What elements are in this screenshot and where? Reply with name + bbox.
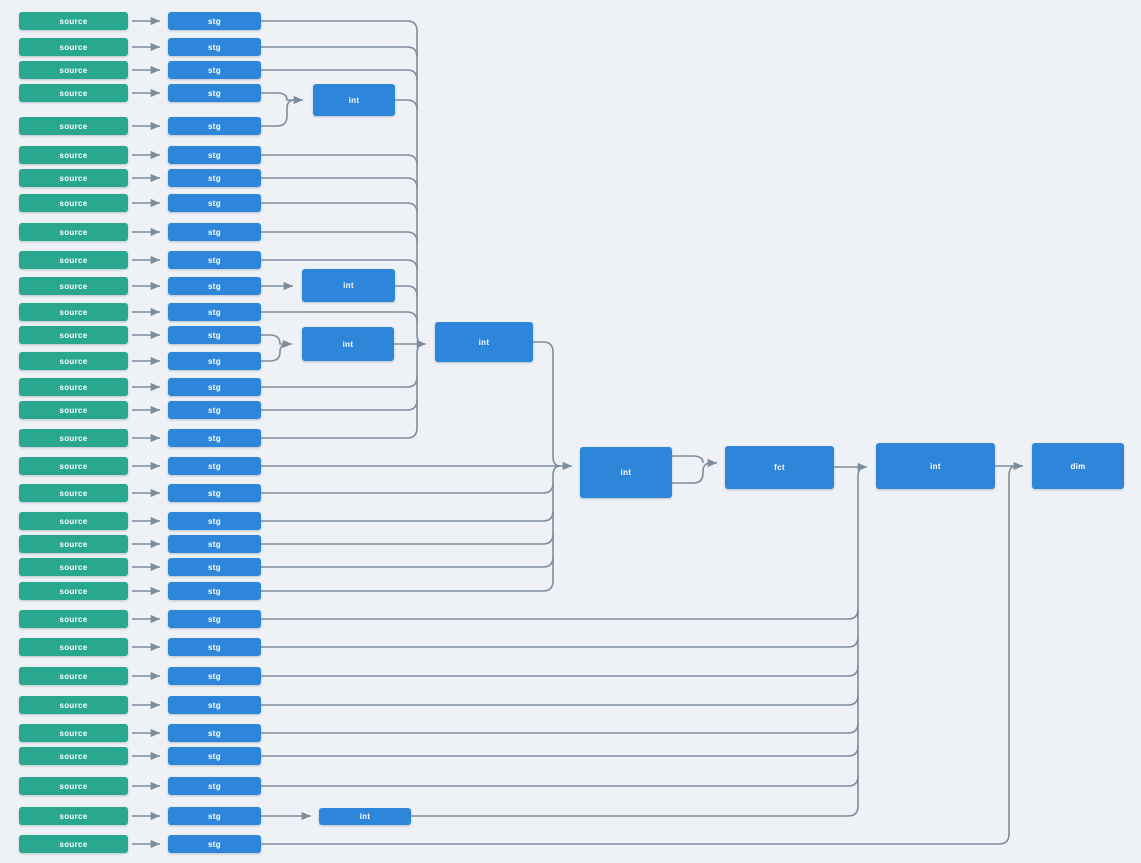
node-src-28[interactable]: source	[19, 724, 128, 742]
node-src-27[interactable]: source	[19, 696, 128, 714]
node-stg-20[interactable]: stg	[168, 512, 261, 530]
edge-int-top-int-c	[395, 99, 418, 111]
node-stg-23[interactable]: stg	[168, 582, 261, 600]
node-stg-29[interactable]: stg	[168, 747, 261, 765]
edge-stg-05-int-top	[261, 99, 296, 127]
node-src-23[interactable]: source	[19, 582, 128, 600]
edge-stg-12-int-c	[261, 311, 418, 323]
node-stg-12[interactable]: stg	[168, 303, 261, 321]
node-stg-13[interactable]: stg	[168, 326, 261, 344]
node-int-a[interactable]: int	[302, 269, 395, 302]
node-src-21[interactable]: source	[19, 535, 128, 553]
node-src-29[interactable]: source	[19, 747, 128, 765]
node-int-top[interactable]: int	[313, 84, 395, 116]
edge-int-a-int-c	[395, 285, 418, 297]
node-int-c[interactable]: int	[435, 322, 533, 362]
node-stg-08[interactable]: stg	[168, 194, 261, 212]
node-stg-06[interactable]: stg	[168, 146, 261, 164]
node-src-06[interactable]: source	[19, 146, 128, 164]
node-stg-17[interactable]: stg	[168, 429, 261, 447]
edge-int-31-int-right	[411, 466, 866, 817]
node-src-09[interactable]: source	[19, 223, 128, 241]
node-src-31[interactable]: source	[19, 807, 128, 825]
node-stg-22[interactable]: stg	[168, 558, 261, 576]
node-stg-30[interactable]: stg	[168, 777, 261, 795]
node-stg-28[interactable]: stg	[168, 724, 261, 742]
node-src-13[interactable]: source	[19, 326, 128, 344]
node-stg-24[interactable]: stg	[168, 610, 261, 628]
node-stg-25[interactable]: stg	[168, 638, 261, 656]
node-src-04[interactable]: source	[19, 84, 128, 102]
node-stg-27[interactable]: stg	[168, 696, 261, 714]
node-src-32[interactable]: source	[19, 835, 128, 853]
node-int-31[interactable]: int	[319, 808, 411, 825]
node-src-19[interactable]: source	[19, 484, 128, 502]
node-stg-02[interactable]: stg	[168, 38, 261, 56]
node-int-b[interactable]: int	[302, 327, 394, 361]
node-stg-10[interactable]: stg	[168, 251, 261, 269]
node-dim[interactable]: dim	[1032, 443, 1124, 489]
node-src-15[interactable]: source	[19, 378, 128, 396]
node-stg-11[interactable]: stg	[168, 277, 261, 295]
node-stg-26[interactable]: stg	[168, 667, 261, 685]
node-src-16[interactable]: source	[19, 401, 128, 419]
edge-int-mid-fct	[672, 456, 717, 484]
edge-stg-03-int-c	[261, 69, 418, 81]
node-stg-04[interactable]: stg	[168, 84, 261, 102]
node-src-03[interactable]: source	[19, 61, 128, 79]
node-src-20[interactable]: source	[19, 512, 128, 530]
node-stg-05[interactable]: stg	[168, 117, 261, 135]
edge-stg-09-int-c	[261, 231, 418, 243]
node-stg-16[interactable]: stg	[168, 401, 261, 419]
node-stg-15[interactable]: stg	[168, 378, 261, 396]
node-stg-03[interactable]: stg	[168, 61, 261, 79]
node-src-30[interactable]: source	[19, 777, 128, 795]
node-src-08[interactable]: source	[19, 194, 128, 212]
node-src-01[interactable]: source	[19, 12, 128, 30]
edge-stg-07-int-c	[261, 177, 418, 189]
node-stg-31[interactable]: stg	[168, 807, 261, 825]
node-src-05[interactable]: source	[19, 117, 128, 135]
edge-stg-02-int-c	[261, 46, 418, 58]
node-src-14[interactable]: source	[19, 352, 128, 370]
node-stg-07[interactable]: stg	[168, 169, 261, 187]
edge-int-c-int-mid	[533, 341, 561, 467]
node-src-18[interactable]: source	[19, 457, 128, 475]
node-int-mid[interactable]: int	[580, 447, 672, 498]
node-int-right[interactable]: int	[876, 443, 995, 489]
node-src-11[interactable]: source	[19, 277, 128, 295]
edge-stg-10-int-c	[261, 259, 418, 271]
node-stg-19[interactable]: stg	[168, 484, 261, 502]
edge-stg-04-int-top	[261, 92, 303, 105]
node-src-17[interactable]: source	[19, 429, 128, 447]
node-stg-01[interactable]: stg	[168, 12, 261, 30]
edge-stg-14-int-b	[261, 343, 289, 362]
node-stg-32[interactable]: stg	[168, 835, 261, 853]
node-stg-14[interactable]: stg	[168, 352, 261, 370]
node-src-10[interactable]: source	[19, 251, 128, 269]
edge-stg-13-int-b	[261, 334, 292, 349]
node-stg-21[interactable]: stg	[168, 535, 261, 553]
node-fct[interactable]: fct	[725, 446, 834, 489]
node-src-26[interactable]: source	[19, 667, 128, 685]
node-src-12[interactable]: source	[19, 303, 128, 321]
node-src-22[interactable]: source	[19, 558, 128, 576]
edge-stg-23-int-mid	[261, 465, 561, 592]
edge-stg-08-int-c	[261, 202, 418, 214]
node-src-07[interactable]: source	[19, 169, 128, 187]
node-src-02[interactable]: source	[19, 38, 128, 56]
node-stg-18[interactable]: stg	[168, 457, 261, 475]
node-src-24[interactable]: source	[19, 610, 128, 628]
edge-stg-32-dim	[261, 465, 1017, 845]
node-src-25[interactable]: source	[19, 638, 128, 656]
node-stg-09[interactable]: stg	[168, 223, 261, 241]
edge-stg-06-int-c	[261, 154, 418, 166]
